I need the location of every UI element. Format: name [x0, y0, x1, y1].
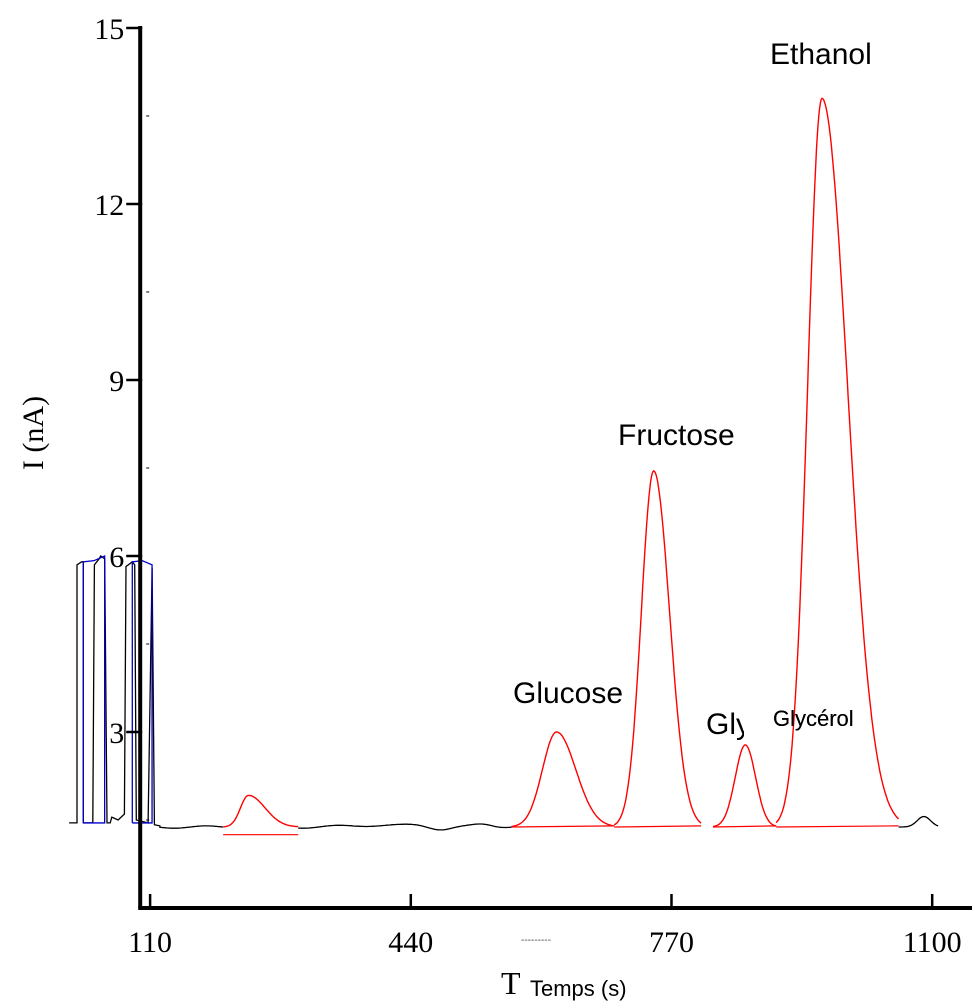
peak-glucose-curve [511, 731, 615, 828]
labels: 3 6 9 12 15 110 440 770 1100 I (nA) T Temps (s) ----… [17, 13, 962, 1001]
peak-unlabeled-curve [223, 794, 299, 828]
label-mask [744, 700, 770, 740]
axes [126, 25, 972, 910]
x-axis-label-prefix: T [501, 965, 521, 1001]
x-tick-label: 110 [128, 926, 172, 959]
x-axis-label: Temps (s) [530, 976, 627, 1001]
injection-marker-2 [131, 560, 153, 824]
baseline-trace-start [69, 555, 224, 829]
peak-fructose-curve [613, 470, 702, 826]
y-tick-label: 15 [94, 13, 124, 46]
legend-fragment: --------- [521, 935, 551, 946]
peak-integration-baseline-5 [776, 825, 899, 828]
peak-glycrol-curve [712, 744, 777, 828]
peak-label-fructose: Fructose [618, 419, 735, 452]
x-tick-label: 1100 [903, 926, 962, 959]
peak-label-glycrol: Glycérol [773, 706, 854, 731]
injection-marker-1 [82, 554, 106, 824]
baseline-trace-end [898, 815, 939, 828]
y-tick-label: 6 [109, 541, 124, 574]
x-tick-label: 440 [388, 926, 433, 959]
peak-integration-baseline-2 [511, 825, 615, 828]
y-tick-label: 12 [94, 189, 124, 222]
x-tick-label: 770 [649, 926, 694, 959]
peak-label-glucose: Glucose [513, 677, 623, 710]
peak-integration-baseline-3 [614, 825, 702, 828]
peak-ethanol-curve [775, 97, 900, 824]
y-tick-label: 3 [109, 717, 124, 750]
baseline-trace-middle [298, 823, 512, 831]
peak-label-glycerol-overlay: Glycérol [773, 706, 854, 731]
peak-integration-baseline-4 [712, 825, 777, 828]
peak-label-ethanol: Ethanol [770, 38, 872, 71]
y-axis-label: I (nA) [17, 396, 50, 470]
y-tick-label: 9 [109, 365, 124, 398]
plot-area [69, 97, 939, 836]
peak-label-fragment: Gly [706, 708, 751, 741]
